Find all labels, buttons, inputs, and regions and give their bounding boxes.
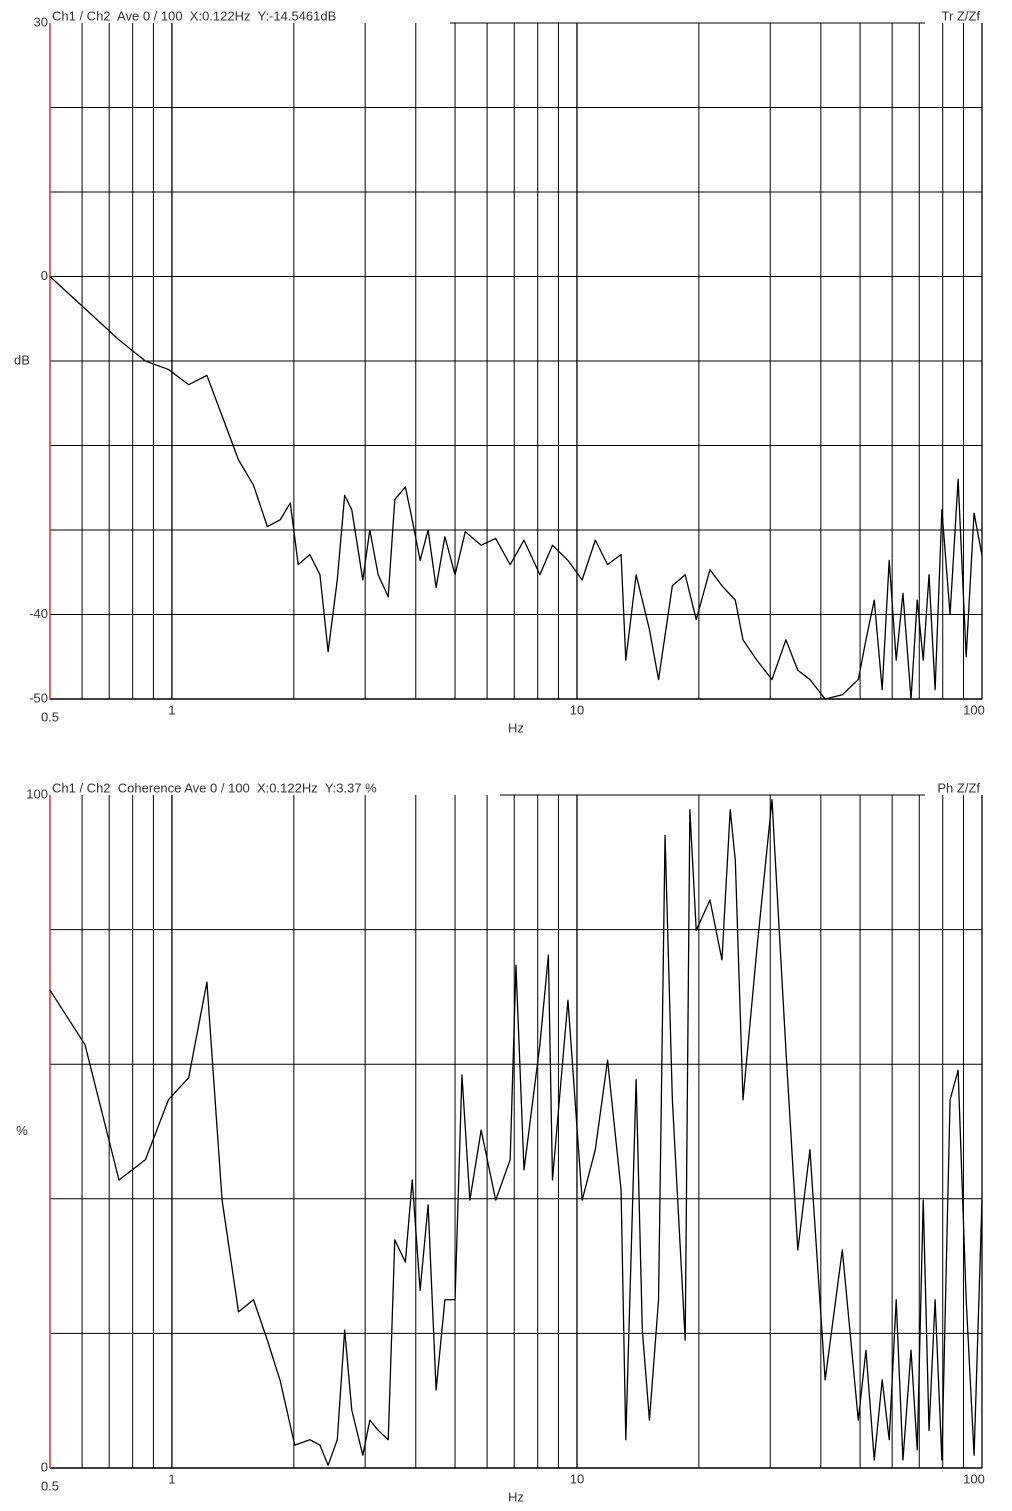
data-line bbox=[49, 799, 983, 1466]
x-tick-label: 100 bbox=[963, 1471, 985, 1486]
x-tick-label: 10 bbox=[570, 1471, 584, 1486]
x-tick-label: 1 bbox=[168, 1471, 175, 1486]
y-tick-label: -50 bbox=[29, 690, 48, 705]
x-axis-label: Hz bbox=[508, 720, 524, 735]
data-line bbox=[49, 276, 983, 700]
annotation: Tr Z/Zf bbox=[941, 8, 980, 23]
y-axis-label: dB bbox=[14, 352, 30, 367]
y-tick-label: 0 bbox=[41, 1459, 48, 1474]
y-tick-label: 0 bbox=[41, 268, 48, 283]
x-tick-label: 0.5 bbox=[41, 709, 59, 724]
x-axis-label: Hz bbox=[508, 1489, 524, 1504]
chart-title: Ch1 / Ch2 Coherence Ave 0 / 100 X:0.122H… bbox=[52, 780, 377, 795]
x-tick-label: 10 bbox=[570, 702, 584, 717]
x-tick-label: 100 bbox=[963, 702, 985, 717]
y-tick-label: 100 bbox=[26, 786, 48, 801]
x-tick-label: 0.5 bbox=[41, 1478, 59, 1493]
y-tick-label: 30 bbox=[34, 14, 48, 29]
x-tick-label: 1 bbox=[168, 702, 175, 717]
chart-title: Ch1 / Ch2 Ave 0 / 100 X:0.122Hz Y:-14.54… bbox=[52, 8, 336, 23]
y-axis-label: % bbox=[16, 1123, 28, 1138]
annotation: Ph Z/Zf bbox=[937, 780, 980, 795]
y-tick-label: -40 bbox=[29, 606, 48, 621]
